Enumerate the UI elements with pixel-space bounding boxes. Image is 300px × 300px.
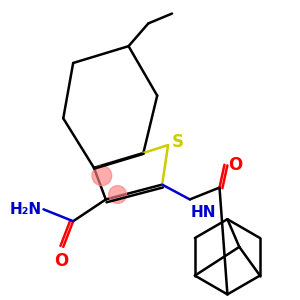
Text: O: O bbox=[54, 252, 68, 270]
Circle shape bbox=[92, 166, 112, 186]
Text: H₂N: H₂N bbox=[9, 202, 41, 217]
Text: S: S bbox=[172, 133, 184, 151]
Circle shape bbox=[109, 186, 127, 203]
Text: HN: HN bbox=[191, 206, 216, 220]
Text: O: O bbox=[228, 156, 243, 174]
